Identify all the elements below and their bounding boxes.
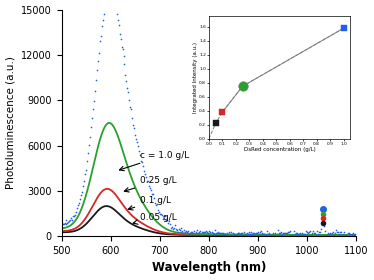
Text: 0.25 g/L: 0.25 g/L [124,176,177,192]
Text: 0.05 g/L: 0.05 g/L [133,213,177,224]
Text: c = 1.0 g/L: c = 1.0 g/L [119,151,189,171]
Text: 0.1 g/L: 0.1 g/L [128,196,171,210]
Y-axis label: Photoluminescence (a.u.): Photoluminescence (a.u.) [6,57,16,189]
X-axis label: Wavelength (nm): Wavelength (nm) [152,262,266,274]
